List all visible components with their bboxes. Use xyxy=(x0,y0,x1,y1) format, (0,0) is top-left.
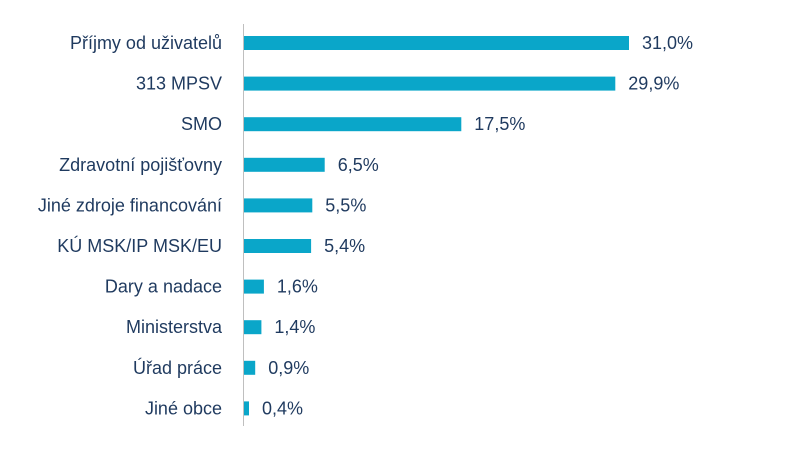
bar xyxy=(244,401,249,416)
category-label: SMO xyxy=(181,114,222,134)
category-label: Zdravotní pojišťovny xyxy=(59,155,222,175)
bar xyxy=(244,36,629,50)
category-label: 313 MPSV xyxy=(136,74,222,94)
bar xyxy=(244,360,256,375)
value-label: 17,5% xyxy=(474,114,525,134)
category-label: Jiné obce xyxy=(145,398,222,418)
value-label: 6,5% xyxy=(338,155,379,175)
bars-group xyxy=(244,36,629,416)
category-label: Dary a nadace xyxy=(105,277,222,297)
category-label: Ministerstva xyxy=(126,317,223,337)
category-label: KÚ MSK/IP MSK/EU xyxy=(57,235,222,256)
value-labels-group: 31,0% 29,9% 17,5% 6,5% 5,5% 5,4% 1,6% 1,4% 0,9% 0… xyxy=(262,33,693,418)
bar xyxy=(244,198,313,213)
bar xyxy=(244,320,262,335)
bar xyxy=(244,117,462,132)
value-label: 1,6% xyxy=(277,277,318,297)
value-label: 0,4% xyxy=(262,398,303,418)
category-label: Příjmy od uživatelů xyxy=(70,33,222,53)
value-label: 29,9% xyxy=(628,74,679,94)
category-label: Jiné zdroje financování xyxy=(38,195,222,215)
value-label: 31,0% xyxy=(642,33,693,53)
bar xyxy=(244,76,616,91)
bar xyxy=(244,239,312,253)
value-label: 5,5% xyxy=(325,195,366,215)
bar xyxy=(244,279,264,294)
category-label: Úřad práce xyxy=(133,357,222,378)
category-labels-group: Příjmy od uživatelů 313 MPSV SMO Zdravotní … xyxy=(38,33,223,418)
value-label: 1,4% xyxy=(274,317,315,337)
value-label: 5,4% xyxy=(324,236,365,256)
value-label: 0,9% xyxy=(268,358,309,378)
bar xyxy=(244,157,325,172)
